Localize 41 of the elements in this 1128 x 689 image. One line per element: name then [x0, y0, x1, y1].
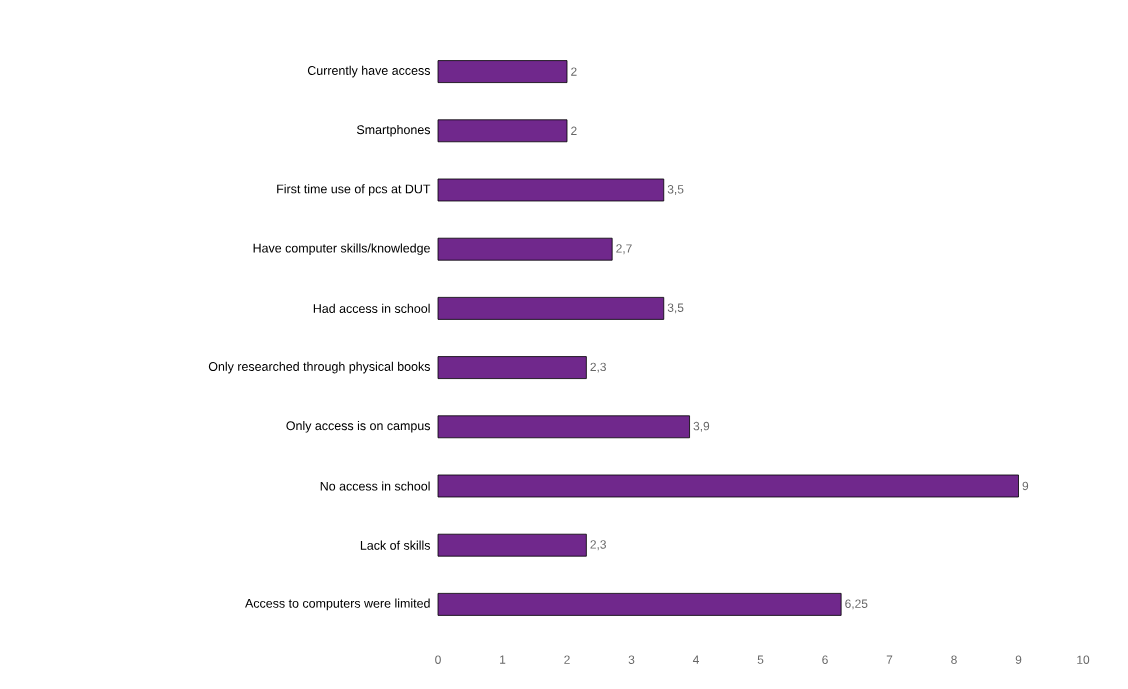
data-label: 2,3	[590, 362, 606, 373]
x-tick-label: 3	[628, 655, 635, 664]
data-label: 9	[1022, 481, 1029, 491]
bar	[437, 533, 587, 557]
bar	[437, 178, 665, 202]
y-tick-label: Currently have access	[307, 65, 431, 78]
y-tick-label: Lack of skills	[360, 540, 431, 550]
data-label: 3,5	[667, 185, 684, 195]
x-tick-label: 10	[1077, 655, 1090, 664]
y-tick-label: No access in school	[320, 481, 430, 491]
data-label: 2	[571, 67, 577, 76]
data-label: 3,5	[667, 303, 684, 314]
y-tick-label: Access to computers were limited	[245, 598, 430, 611]
bar	[437, 60, 568, 83]
x-tick-label: 0	[435, 655, 441, 664]
y-tick-label: First time use of pcs at DUT	[277, 184, 431, 196]
data-label: 2,7	[616, 244, 632, 255]
x-tick-label: 6	[822, 655, 828, 664]
y-tick-label: Had access in school	[313, 303, 430, 313]
x-tick-label: 4	[692, 655, 699, 664]
y-tick-label: Only access is on campus	[286, 420, 431, 433]
x-tick-label: 1	[500, 655, 506, 664]
bar	[437, 119, 568, 143]
y-tick-label: Have computer skills/knowledge	[253, 243, 430, 255]
x-tick-label: 9	[1015, 655, 1022, 664]
bar	[437, 237, 613, 261]
x-tick-label: 2	[564, 655, 570, 664]
x-tick-label: 7	[886, 655, 893, 664]
y-tick-label: Only researched through physical books	[208, 361, 430, 374]
x-tick-label: 5	[757, 655, 764, 664]
data-label: 3,9	[693, 421, 710, 432]
data-label: 2	[571, 126, 577, 135]
data-label: 2,3	[590, 540, 606, 551]
bar	[437, 592, 842, 616]
bar	[437, 296, 665, 320]
x-tick-label: 8	[951, 655, 957, 664]
data-label: 6,25	[845, 599, 868, 610]
bar	[437, 474, 1019, 498]
bar	[437, 415, 690, 439]
bar	[437, 356, 587, 379]
y-tick-label: Smartphones	[356, 124, 431, 137]
